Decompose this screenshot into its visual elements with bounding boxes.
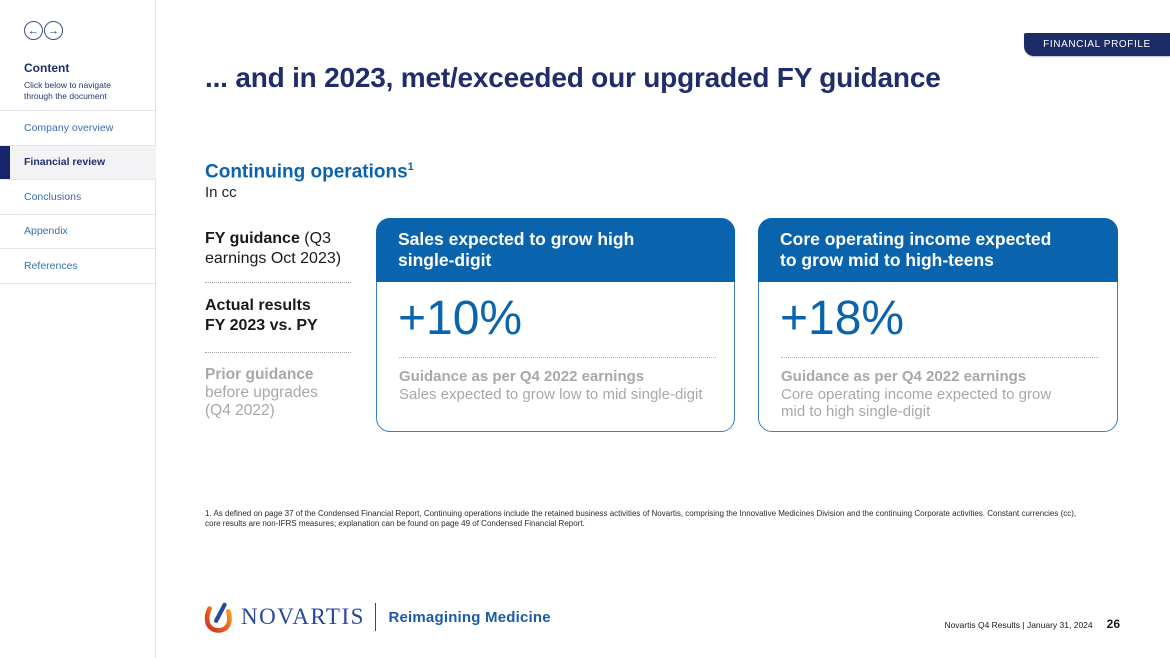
core-income-guidance-card: Core operating income expected to grow m… <box>758 218 1118 432</box>
content-subtitle: Click below to navigate through the docu… <box>24 80 111 101</box>
footnote: 1. As defined on page 37 of the Condense… <box>205 509 1076 528</box>
sales-guidance-card: Sales expected to grow high single-digit… <box>376 218 735 432</box>
sidebar-item-label: References <box>24 259 78 272</box>
card-header: Core operating income expected to grow m… <box>758 218 1118 282</box>
footer-meta: Novartis Q4 Results | January 31, 2024 2… <box>944 617 1120 631</box>
section-heading: Continuing operations1 <box>205 161 414 183</box>
row-label-prior-guidance: Prior guidance before upgrades (Q4 2022) <box>205 366 360 420</box>
sidebar-item-financial-review[interactable]: Financial review <box>0 145 156 180</box>
nav-arrows: ← → <box>24 21 63 40</box>
logo-separator <box>374 603 377 631</box>
row-label-bold: Prior guidance <box>205 366 314 383</box>
novartis-logo: NOVARTIS Reimagining Medicine <box>203 600 551 634</box>
section-subheading: In cc <box>205 184 237 201</box>
sidebar-item-conclusions[interactable]: Conclusions <box>0 180 156 215</box>
card-header: Sales expected to grow high single-digit <box>376 218 735 282</box>
sidebar-item-label: Appendix <box>24 225 68 238</box>
novartis-flame-icon <box>204 602 232 633</box>
guidance-title: Guidance as per Q4 2022 earnings <box>781 368 1027 385</box>
footnote-marker: 1 <box>407 161 414 173</box>
divider <box>399 357 716 358</box>
footnote-line: 1. As defined on page 37 of the Condense… <box>205 509 1077 518</box>
presentation-meta: Novartis Q4 Results | January 31, 2024 <box>944 620 1093 630</box>
active-indicator <box>0 145 10 179</box>
sidebar-item-label: Conclusions <box>24 190 82 203</box>
sidebar-item-label: Financial review <box>24 156 106 169</box>
sidebar-item-references[interactable]: References <box>0 249 156 284</box>
guidance-text: Sales expected to grow low to mid single… <box>399 386 703 403</box>
guidance-title: Guidance as per Q4 2022 earnings <box>399 368 645 385</box>
sidebar-item-company-overview[interactable]: Company overview <box>0 111 156 146</box>
section-heading-text: Continuing operations <box>205 161 408 183</box>
sidebar: ← → Content Click below to navigate thro… <box>0 0 156 658</box>
page-title: ... and in 2023, met/exceeded our upgrad… <box>205 62 941 93</box>
core-income-growth-value: +18% <box>780 292 905 345</box>
row-label-actual-results: Actual results FY 2023 vs. PY <box>205 297 318 334</box>
novartis-wordmark: NOVARTIS <box>241 604 365 629</box>
row-label-fy-guidance: FY guidance (Q3 earnings Oct 2023) <box>205 229 360 268</box>
footnote-line: core results are non-IFRS measures; expl… <box>205 518 585 528</box>
guidance-text: Core operating income expected to grow m… <box>781 386 1052 420</box>
row-label-bold: FY guidance <box>205 230 300 247</box>
page-number: 26 <box>1106 617 1120 631</box>
logo-tagline: Reimagining Medicine <box>388 608 551 626</box>
content-title: Content <box>24 61 70 75</box>
row-label-rest: (Q3 earnings Oct 2023) <box>205 230 342 267</box>
row-label-rest: before upgrades (Q4 2022) <box>205 384 318 419</box>
sidebar-item-label: Company overview <box>24 121 114 134</box>
divider <box>781 357 1099 358</box>
financial-profile-badge: FINANCIAL PROFILE <box>1024 33 1170 56</box>
forward-button[interactable]: → <box>44 21 63 40</box>
divider <box>205 282 351 283</box>
arrow-left-icon: ← <box>28 24 39 37</box>
back-button[interactable]: ← <box>24 21 43 40</box>
sales-growth-value: +10% <box>398 292 523 345</box>
divider <box>205 352 351 353</box>
sidebar-item-appendix[interactable]: Appendix <box>0 215 156 249</box>
arrow-right-icon: → <box>48 24 59 37</box>
nav-list: Company overview Financial review Conclu… <box>0 110 156 284</box>
